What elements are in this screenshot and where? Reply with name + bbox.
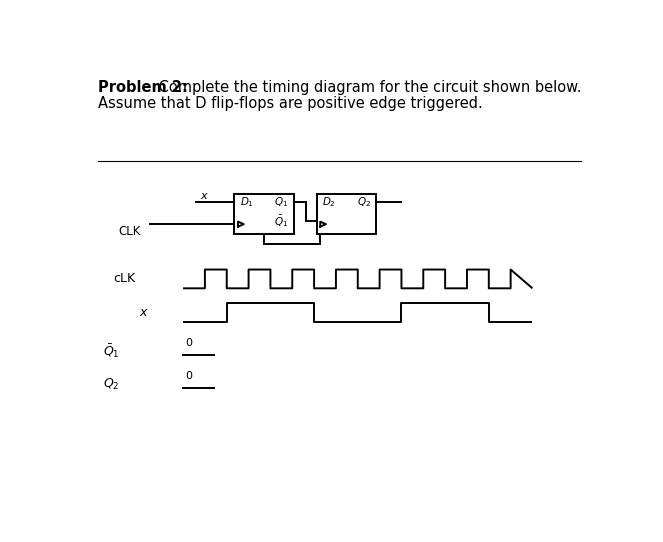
Text: x: x [140, 306, 147, 319]
Text: $D_1$: $D_1$ [239, 196, 253, 209]
Text: Problem 2:: Problem 2: [98, 80, 188, 95]
Text: $Q_2$: $Q_2$ [357, 196, 371, 209]
Text: $\bar{Q}_1$: $\bar{Q}_1$ [103, 342, 120, 360]
Text: cLK: cLK [114, 273, 136, 286]
Text: x: x [200, 191, 207, 201]
Text: Assume that D flip-flops are positive edge triggered.: Assume that D flip-flops are positive ed… [98, 96, 483, 111]
Text: $\bar{Q}_1$: $\bar{Q}_1$ [274, 214, 288, 229]
Bar [317, 195, 376, 234]
Text: 0: 0 [185, 338, 192, 347]
Text: Complete the timing diagram for the circuit shown below.: Complete the timing diagram for the circ… [154, 80, 581, 95]
Text: CLK: CLK [119, 225, 141, 238]
Bar [235, 195, 294, 234]
Text: 0: 0 [185, 371, 192, 381]
Text: $Q_2$: $Q_2$ [103, 377, 120, 392]
Text: $D_2$: $D_2$ [322, 196, 335, 209]
Text: $Q_1$: $Q_1$ [274, 196, 288, 209]
